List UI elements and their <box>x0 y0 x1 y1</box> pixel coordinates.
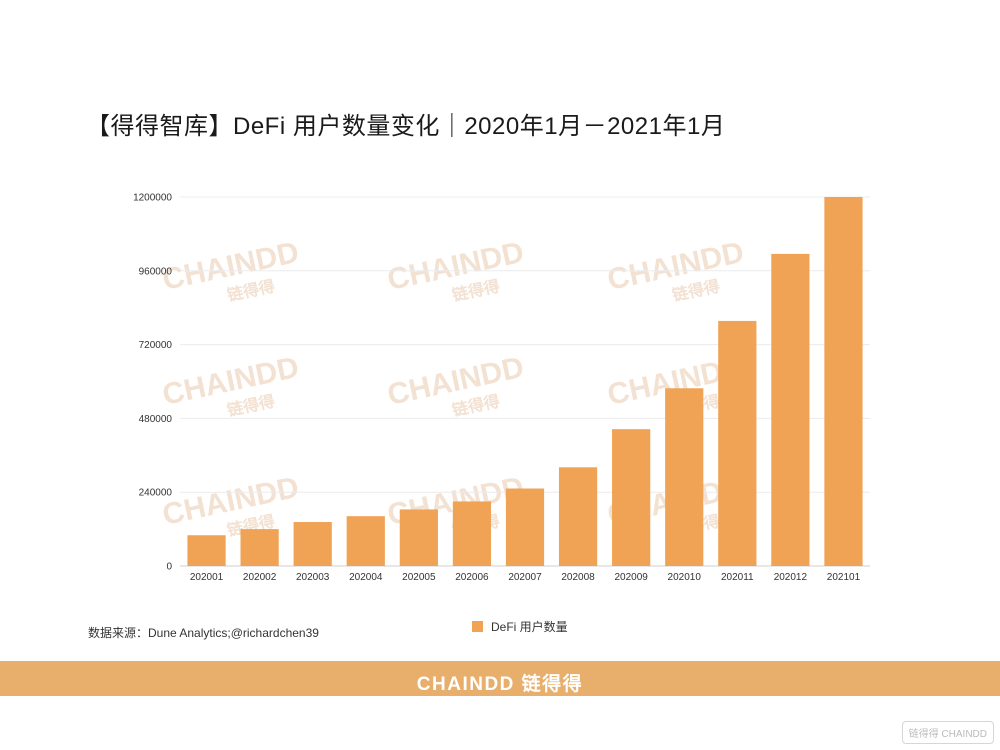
bar <box>665 388 704 566</box>
corner-logo: 链得得 CHAINDD <box>901 721 994 744</box>
y-tick-label: 240000 <box>139 488 173 499</box>
x-tick-label: 202011 <box>721 572 754 583</box>
page-title: 【得得智库】DeFi 用户数量变化｜2020年1月－2021年1月 <box>86 113 726 140</box>
bar <box>771 253 810 566</box>
x-tick-label: 202007 <box>508 572 542 583</box>
bar <box>293 522 332 566</box>
x-tick-label: 202004 <box>349 572 383 583</box>
y-tick-label: 1200000 <box>133 193 172 204</box>
bars <box>187 197 863 566</box>
footer-banner: CHAINDD 链得得 <box>0 661 1000 696</box>
x-axis-labels: 202001 202002 202003 202004 202005 202006 2020… <box>190 572 861 583</box>
data-source-note: 数据来源：Dune Analytics;@richardchen39 <box>88 626 319 640</box>
bar <box>240 529 279 566</box>
x-tick-label: 202010 <box>668 572 702 583</box>
bar <box>718 320 757 566</box>
bar <box>399 509 438 566</box>
y-tick-label: 960000 <box>139 266 173 277</box>
legend: DeFi 用户数量 <box>472 618 568 635</box>
y-tick-label: 720000 <box>139 340 173 351</box>
x-tick-label: 202003 <box>296 572 330 583</box>
y-axis-labels: 0 240000 480000 720000 960000 1200000 <box>133 193 172 573</box>
x-tick-label: 202012 <box>774 572 808 583</box>
x-tick-label: 202002 <box>243 572 277 583</box>
x-tick-label: 202005 <box>402 572 436 583</box>
bar <box>505 488 545 566</box>
x-tick-label: 202009 <box>614 572 648 583</box>
bar <box>346 516 385 566</box>
bar <box>452 501 492 566</box>
bar <box>558 467 598 566</box>
y-tick-label: 480000 <box>139 414 173 425</box>
x-tick-label: 202001 <box>190 572 224 583</box>
x-tick-label: 202006 <box>455 572 489 583</box>
legend-swatch <box>472 621 483 632</box>
y-tick-label: 0 <box>166 562 172 573</box>
bar <box>612 429 651 566</box>
bar <box>187 535 226 566</box>
footer-brand-logo: CHAINDD 链得得 <box>416 674 584 695</box>
x-tick-label: 202008 <box>561 572 595 583</box>
x-tick-label: 202101 <box>827 572 861 583</box>
bar <box>824 197 863 566</box>
legend-label: DeFi 用户数量 <box>491 620 568 634</box>
